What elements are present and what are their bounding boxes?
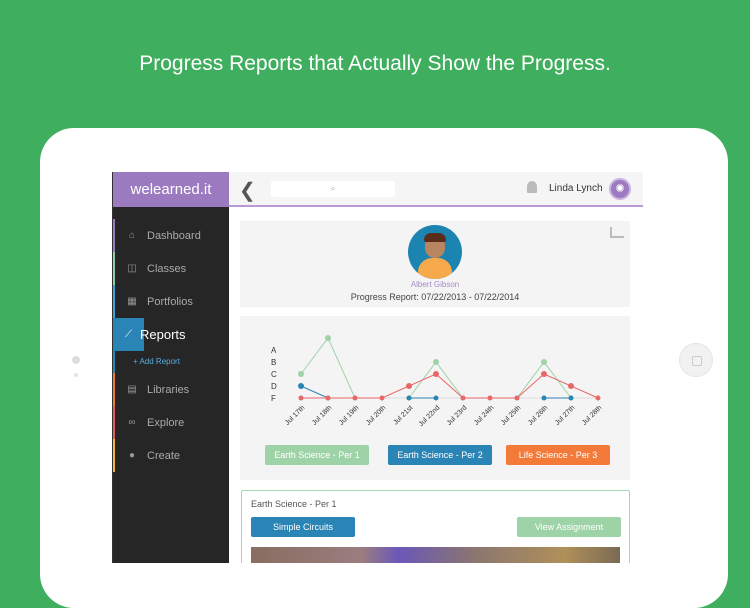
data-point xyxy=(325,335,331,341)
chart-card: F D C B A Jul 17th Jul 18th Jul 19th Jul 20th Jul… xyxy=(240,316,630,480)
x-tick-label: Jul 21st xyxy=(392,404,414,426)
data-point xyxy=(379,395,385,401)
y-tick-label: F xyxy=(271,394,276,403)
add-report-link[interactable]: + Add Report xyxy=(113,351,229,373)
data-point xyxy=(541,371,547,377)
x-tick-label: Jul 20th xyxy=(365,404,387,426)
series-line xyxy=(300,337,356,399)
sensor xyxy=(74,373,78,377)
x-tick-label: Jul 18th xyxy=(311,404,333,426)
series-line xyxy=(300,385,329,399)
sidebar-item-label: Create xyxy=(147,449,181,462)
top-bar: ❮ ⌕ Linda Lynch ✺ xyxy=(229,172,643,207)
x-tick-label: Jul 28th xyxy=(581,404,603,426)
binoculars-icon: ∞ xyxy=(128,417,136,428)
y-tick-label: B xyxy=(271,358,276,367)
data-point xyxy=(514,395,520,401)
data-point xyxy=(433,395,439,401)
home-button[interactable] xyxy=(679,343,713,377)
x-tick-label: Jul 26th xyxy=(527,404,549,426)
data-point xyxy=(595,395,601,401)
x-tick-label: Jul 23rd xyxy=(446,404,469,427)
app-logo[interactable]: welearned.it xyxy=(113,172,229,207)
data-point xyxy=(541,395,547,401)
data-point xyxy=(406,395,412,401)
data-point xyxy=(568,395,574,401)
report-range: Progress Report: 07/22/2013 - 07/22/2014 xyxy=(350,292,520,302)
view-assignment-button[interactable]: View Assignment xyxy=(517,517,621,537)
data-point xyxy=(298,383,304,389)
home-square-icon xyxy=(692,356,702,366)
student-avatar xyxy=(408,225,462,279)
assignment-button[interactable]: Simple Circuits xyxy=(251,517,355,537)
x-tick-label: Jul 27th xyxy=(554,404,576,426)
chart-icon: ⟋ xyxy=(125,329,132,340)
x-tick-label: Jul 22nd xyxy=(418,404,442,428)
data-point xyxy=(568,383,574,389)
x-tick-label: Jul 25th xyxy=(500,404,522,426)
sidebar-item-label: Reports xyxy=(140,327,186,342)
data-point xyxy=(406,383,412,389)
y-tick-label: C xyxy=(271,370,277,379)
series-line xyxy=(408,361,464,399)
y-tick-label: D xyxy=(271,382,277,391)
data-point xyxy=(298,371,304,377)
sidebar-item-dashboard[interactable]: ⌂ Dashboard xyxy=(113,219,229,252)
headline: Progress Reports that Actually Show the … xyxy=(139,52,611,75)
x-tick-label: Jul 19th xyxy=(338,404,360,426)
brain-icon[interactable]: ✺ xyxy=(609,178,631,200)
legend-button[interactable]: Life Science - Per 3 xyxy=(506,445,610,465)
sidebar-item-label: Libraries xyxy=(147,383,190,396)
grid-icon: ▦ xyxy=(127,296,137,307)
data-point xyxy=(433,359,439,365)
sidebar-item-classes[interactable]: ◫ Classes xyxy=(113,252,229,285)
y-tick-label: A xyxy=(271,346,277,355)
search-input[interactable]: ⌕ xyxy=(271,181,395,197)
x-tick-label: Jul 24th xyxy=(473,404,495,426)
back-chevron-icon[interactable]: ❮ xyxy=(239,180,256,202)
lightbulb-icon: ● xyxy=(128,450,136,461)
sidebar-item-label: Dashboard xyxy=(147,229,201,242)
sidebar-item-portfolios[interactable]: ▦ Portfolios xyxy=(113,285,229,318)
book-icon: ◫ xyxy=(127,263,137,274)
x-tick-label: Jul 17th xyxy=(284,404,306,426)
sidebar-item-reports[interactable]: ⟋ Reports xyxy=(113,318,186,351)
sidebar-item-explore[interactable]: ∞ Explore xyxy=(113,406,229,439)
home-icon: ⌂ xyxy=(128,230,136,241)
library-icon: ▤ xyxy=(127,384,137,395)
legend-button[interactable]: Earth Science - Per 1 xyxy=(265,445,369,465)
data-point xyxy=(352,395,358,401)
assignment-card: Earth Science - Per 1 Simple Circuits Vi… xyxy=(241,490,630,563)
data-point xyxy=(298,395,304,401)
data-point xyxy=(325,395,331,401)
series-line xyxy=(301,373,599,399)
bell-icon[interactable] xyxy=(527,181,537,193)
sidebar: ⌂ Dashboard ◫ Classes ▦ Portfolios ⟋ Reports + A… xyxy=(113,207,229,563)
student-name[interactable]: Albert Gibson xyxy=(410,280,460,289)
user-name[interactable]: Linda Lynch xyxy=(549,183,603,194)
sidebar-item-libraries[interactable]: ▤ Libraries xyxy=(113,373,229,406)
sidebar-item-create[interactable]: ● Create xyxy=(113,439,229,472)
series-line xyxy=(516,361,572,399)
class-title: Earth Science - Per 1 xyxy=(251,499,337,509)
app-screen: welearned.it ❮ ⌕ Linda Lynch ✺ ⌂ Dashboar… xyxy=(112,172,643,563)
data-point xyxy=(541,359,547,365)
data-point xyxy=(433,371,439,377)
sidebar-item-label: Portfolios xyxy=(147,295,193,308)
student-card: Albert Gibson Progress Report: 07/22/201… xyxy=(240,221,630,307)
assignment-photo xyxy=(251,547,620,563)
main-content: Albert Gibson Progress Report: 07/22/201… xyxy=(229,209,643,563)
sidebar-item-label: Classes xyxy=(147,262,187,275)
search-icon: ⌕ xyxy=(330,184,336,193)
camera xyxy=(72,356,80,364)
sidebar-item-label: Explore xyxy=(147,416,185,429)
legend-button[interactable]: Earth Science - Per 2 xyxy=(388,445,492,465)
data-point xyxy=(460,395,466,401)
data-point xyxy=(487,395,493,401)
share-icon[interactable] xyxy=(610,227,624,238)
